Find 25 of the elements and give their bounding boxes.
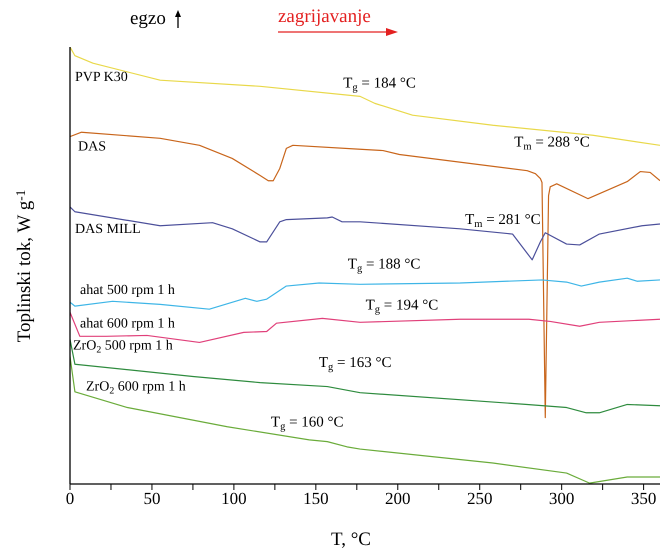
x-tick-label: 200 xyxy=(385,489,411,508)
series-label: ahat 500 rpm 1 h xyxy=(80,283,175,298)
x-tick-label: 0 xyxy=(66,489,74,508)
annotation: T$_{g}$ = 194 °C xyxy=(366,297,438,316)
annotation: T$_{m}$ = 288 °C xyxy=(514,134,590,152)
series-label: DAS MILL xyxy=(75,222,141,237)
annotation: T$_{g}$ = 163 °C xyxy=(318,354,392,373)
series-label: ahat 600 rpm 1 h xyxy=(80,316,175,332)
x-tick-label: 350 xyxy=(630,489,656,508)
annotation: T$_{g}$ = 160 °C xyxy=(270,414,344,432)
series-label: ZrO$_{2}$ 600 rpm 1 h xyxy=(86,379,186,396)
x-tick-label: 50 xyxy=(143,489,160,508)
annotation: T$_{g}$ = 184 °C xyxy=(343,76,416,94)
text: zagrijavanje xyxy=(278,6,372,28)
text: egzo xyxy=(130,8,166,30)
x-tick-label: 250 xyxy=(466,489,492,508)
series-label: PVP K30 xyxy=(75,70,128,85)
series-label: ZrO$_{2}$ 500 rpm 1 h xyxy=(73,338,173,355)
x-tick-label: 100 xyxy=(221,489,247,508)
annotation: T$_{m}$ = 281 °C xyxy=(465,212,541,230)
x-tick-label: 300 xyxy=(548,489,574,508)
x-tick-label: 150 xyxy=(303,489,329,508)
annotation: T$_{g}$ = 188 °C xyxy=(348,256,420,274)
x-axis-title: T, °C xyxy=(331,529,371,550)
series-label: DAS xyxy=(78,140,106,155)
